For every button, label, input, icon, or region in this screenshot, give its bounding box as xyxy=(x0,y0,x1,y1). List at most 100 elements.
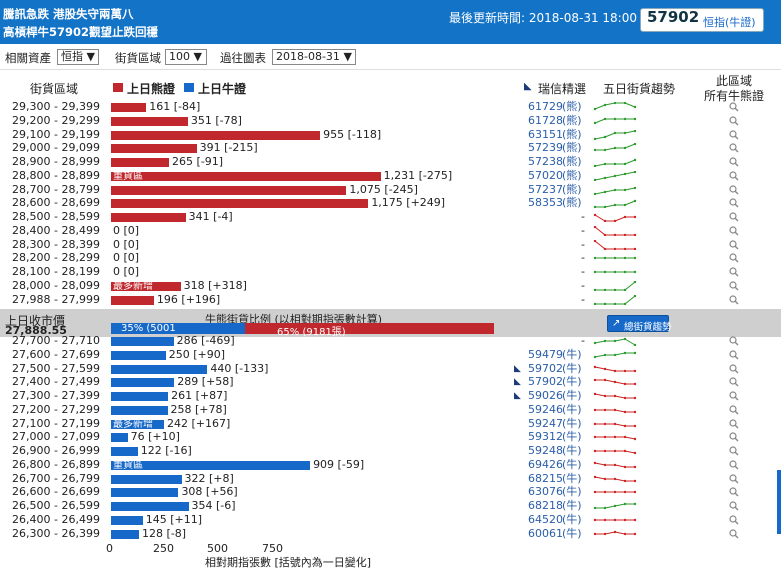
search-icon[interactable] xyxy=(729,528,739,539)
bull-bar[interactable] xyxy=(111,529,140,539)
bear-bar[interactable] xyxy=(111,185,347,195)
warrant-code[interactable]: 59479 xyxy=(528,347,563,361)
warrant-type: (牛) xyxy=(562,347,582,361)
search-icon[interactable] xyxy=(729,350,739,360)
bull-bar[interactable] xyxy=(111,350,166,360)
headline-2[interactable]: 高槓桿牛57902觀望止跌回穩 xyxy=(3,25,159,39)
bull-bar[interactable] xyxy=(111,460,311,470)
search-icon[interactable] xyxy=(729,116,739,126)
trend-sparkline xyxy=(593,502,637,510)
warrant-code[interactable]: 59702 xyxy=(528,361,563,375)
bull-bar[interactable] xyxy=(111,502,189,511)
warrant-code[interactable]: 60061 xyxy=(528,526,563,540)
side-tab[interactable] xyxy=(777,470,781,534)
search-icon[interactable] xyxy=(729,487,739,497)
warrant-code[interactable]: 57239 xyxy=(528,141,563,155)
bear-bar[interactable] xyxy=(111,116,188,126)
bull-bar[interactable] xyxy=(111,337,174,346)
warrant-code[interactable]: 61728 xyxy=(528,113,563,127)
bull-bar[interactable] xyxy=(111,419,164,429)
warrant-code[interactable]: 63076 xyxy=(528,485,563,499)
search-icon[interactable] xyxy=(729,377,739,387)
warrant-code[interactable]: 57237 xyxy=(528,182,563,196)
search-icon[interactable] xyxy=(729,501,739,511)
warrant-code[interactable]: 64520 xyxy=(528,512,563,526)
asset-select[interactable]: 恒指 ▼ xyxy=(57,49,99,65)
bar-value-label: 391 [-215] xyxy=(199,141,258,155)
warrant-type: (牛) xyxy=(562,471,582,485)
search-icon[interactable] xyxy=(729,515,739,525)
bear-bar[interactable] xyxy=(111,281,181,291)
search-icon[interactable] xyxy=(729,418,739,429)
search-icon[interactable] xyxy=(729,363,739,374)
total-trend-button[interactable]: ↗ 總街貨趨勢 xyxy=(607,315,672,333)
search-icon[interactable] xyxy=(729,294,739,305)
asset-select-value: 恒指 xyxy=(61,50,83,63)
bull-bar[interactable] xyxy=(111,488,179,498)
past-select[interactable]: 2018-08-31 ▼ xyxy=(272,49,356,65)
search-icon[interactable] xyxy=(729,184,739,195)
search-icon[interactable] xyxy=(729,281,739,291)
warrant-code[interactable]: 59026 xyxy=(528,389,563,402)
bull-bar[interactable] xyxy=(111,474,182,484)
zone-range: 26,700 - 26,799 xyxy=(12,471,100,485)
search-icon[interactable] xyxy=(729,391,739,401)
bear-bar[interactable] xyxy=(111,213,186,222)
bear-bar[interactable] xyxy=(111,144,197,154)
search-icon[interactable] xyxy=(729,143,739,153)
warrant-code[interactable]: 68215 xyxy=(528,471,563,485)
search-icon[interactable] xyxy=(729,198,739,208)
warrant-code[interactable]: 63151 xyxy=(528,127,563,141)
search-icon[interactable] xyxy=(729,212,739,222)
bear-bar[interactable] xyxy=(111,171,381,181)
search-icon[interactable] xyxy=(729,473,739,484)
warrant-code[interactable]: 61729 xyxy=(528,100,563,113)
headline-1[interactable]: 騰訊急跌 港股失守兩萬八 xyxy=(3,7,134,21)
zone-range: 26,400 - 26,499 xyxy=(12,512,100,526)
bar-value-label: 250 [+90] xyxy=(168,347,226,361)
bear-bar[interactable] xyxy=(111,199,369,209)
search-icon[interactable] xyxy=(729,446,739,456)
bull-bar[interactable] xyxy=(111,447,138,456)
search-icon[interactable] xyxy=(729,432,739,442)
bear-bar[interactable] xyxy=(111,103,147,112)
warrant-code[interactable]: 68218 xyxy=(528,499,563,512)
search-icon[interactable] xyxy=(729,239,739,250)
warrant-code[interactable]: 59246 xyxy=(528,402,563,416)
warrant-code[interactable]: 58353 xyxy=(528,196,563,210)
warrant-code[interactable]: 59248 xyxy=(528,444,563,457)
bar-value-label: 76 [+10] xyxy=(130,430,180,444)
search-icon[interactable] xyxy=(729,129,739,140)
warrant-code[interactable]: 59247 xyxy=(528,416,563,430)
bear-bar[interactable] xyxy=(111,158,170,167)
search-icon[interactable] xyxy=(729,405,739,415)
zone-select[interactable]: 100 ▼ xyxy=(165,49,207,65)
warrant-code[interactable]: 59312 xyxy=(528,430,563,444)
bull-bar[interactable] xyxy=(111,364,208,374)
warrant-code[interactable]: 57238 xyxy=(528,155,563,168)
search-icon[interactable] xyxy=(729,253,739,263)
zone-range: 27,200 - 27,299 xyxy=(12,402,100,416)
warrant-code[interactable]: 69426 xyxy=(528,457,563,471)
search-icon[interactable] xyxy=(729,226,739,236)
trend-sparkline xyxy=(593,213,637,222)
bull-bar[interactable] xyxy=(111,433,128,443)
search-icon[interactable] xyxy=(729,102,739,112)
bar-value-label: 0 [0] xyxy=(113,251,140,265)
search-icon[interactable] xyxy=(729,157,739,167)
warrant-type: (牛) xyxy=(562,416,582,430)
bull-bar[interactable] xyxy=(111,405,168,415)
warrant-code[interactable]: 57902 xyxy=(528,375,563,389)
search-icon[interactable] xyxy=(729,336,739,346)
ticker-box[interactable]: 57902 恒指(牛證) xyxy=(640,8,764,32)
search-icon[interactable] xyxy=(729,267,739,277)
zone-tag: 最多新增 xyxy=(113,418,153,430)
warrant-code[interactable]: 57020 xyxy=(528,168,563,182)
bear-bar[interactable] xyxy=(111,295,154,305)
search-icon[interactable] xyxy=(729,171,739,181)
bull-bar[interactable] xyxy=(111,392,169,401)
bull-bar[interactable] xyxy=(111,378,175,388)
search-icon[interactable] xyxy=(729,460,739,470)
bull-bar[interactable] xyxy=(111,515,143,525)
bear-bar[interactable] xyxy=(111,130,321,140)
